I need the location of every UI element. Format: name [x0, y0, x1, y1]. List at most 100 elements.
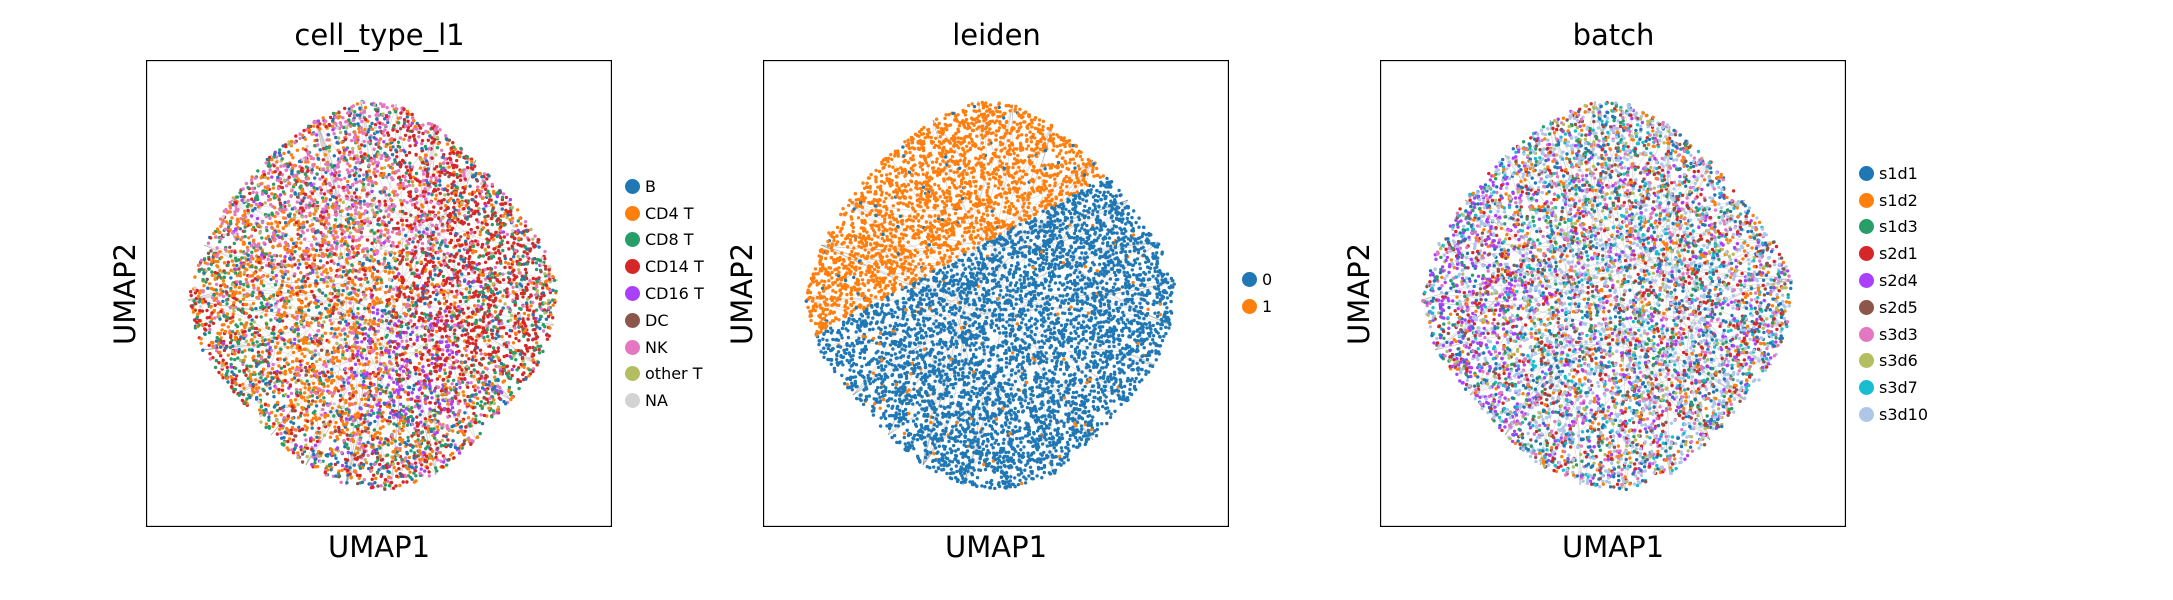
- data-point: [505, 215, 509, 220]
- data-point: [365, 173, 369, 177]
- data-point: [417, 367, 421, 371]
- graph-edge: [230, 199, 350, 466]
- data-point: [286, 164, 290, 169]
- data-point: [368, 318, 372, 322]
- data-point: [427, 470, 431, 474]
- data-point: [319, 348, 324, 352]
- data-point: [354, 177, 358, 181]
- data-point: [228, 200, 232, 205]
- data-point: [506, 341, 511, 345]
- data-point: [313, 349, 318, 353]
- data-point: [339, 480, 343, 484]
- data-point: [423, 417, 428, 421]
- data-point: [415, 178, 419, 183]
- data-point: [322, 360, 327, 364]
- data-point: [210, 260, 214, 264]
- data-point: [231, 319, 235, 323]
- data-point: [366, 345, 370, 349]
- data-point: [410, 296, 414, 300]
- data-point: [345, 427, 349, 432]
- data-point: [244, 333, 248, 338]
- data-point: [504, 208, 508, 212]
- data-point: [340, 410, 344, 414]
- data-point: [338, 198, 342, 202]
- data-point: [464, 370, 468, 374]
- data-point: [246, 342, 251, 347]
- data-point: [287, 431, 291, 436]
- data-point: [406, 168, 410, 173]
- data-point: [375, 351, 379, 356]
- data-point: [461, 430, 465, 434]
- data-point: [323, 306, 328, 311]
- data-point: [275, 160, 279, 164]
- data-point: [466, 210, 471, 215]
- data-point: [522, 311, 527, 316]
- data-point: [363, 105, 368, 110]
- data-point: [466, 271, 471, 276]
- data-point: [364, 461, 369, 465]
- data-point: [253, 228, 257, 232]
- data-point: [316, 156, 320, 161]
- data-point: [230, 381, 234, 385]
- data-point: [499, 202, 503, 206]
- data-point: [328, 198, 332, 202]
- data-point: [251, 356, 255, 360]
- graph-edge: [235, 350, 325, 466]
- data-point: [405, 423, 410, 427]
- data-point: [330, 374, 334, 378]
- data-point: [229, 289, 233, 293]
- data-point: [220, 363, 224, 367]
- data-point: [459, 151, 463, 155]
- data-point: [488, 198, 492, 202]
- data-point: [329, 276, 333, 280]
- data-point: [218, 250, 222, 254]
- data-point: [335, 268, 339, 273]
- data-point: [475, 435, 480, 440]
- data-point: [523, 352, 527, 356]
- data-point: [380, 415, 384, 419]
- data-point: [390, 295, 394, 299]
- data-point: [473, 312, 478, 316]
- data-point: [346, 381, 351, 385]
- data-point: [235, 273, 240, 278]
- data-point: [243, 215, 248, 219]
- data-point: [311, 381, 316, 385]
- data-point: [296, 278, 301, 282]
- data-point: [249, 322, 253, 326]
- data-point: [537, 347, 541, 352]
- data-point: [418, 183, 422, 187]
- data-point: [445, 349, 449, 353]
- data-point: [195, 288, 199, 293]
- data-point: [333, 462, 338, 467]
- data-point: [230, 378, 234, 382]
- data-point: [366, 362, 370, 367]
- data-point: [428, 300, 433, 305]
- data-point: [360, 340, 364, 344]
- data-point: [423, 400, 427, 404]
- data-point: [231, 312, 235, 316]
- data-point: [476, 303, 480, 308]
- data-point: [263, 343, 268, 347]
- data-point: [370, 350, 374, 354]
- data-point: [408, 144, 412, 148]
- data-point: [502, 354, 506, 359]
- data-point: [405, 452, 409, 456]
- data-point: [489, 353, 493, 357]
- data-point: [538, 326, 542, 331]
- data-point: [346, 310, 350, 314]
- data-point: [438, 219, 443, 223]
- data-point: [356, 221, 360, 226]
- data-point: [364, 318, 368, 322]
- data-point: [286, 448, 291, 452]
- data-point: [295, 325, 300, 329]
- data-point: [399, 474, 403, 478]
- data-point: [422, 345, 427, 350]
- data-point: [421, 123, 425, 127]
- data-point: [260, 370, 264, 374]
- data-point: [542, 308, 547, 312]
- data-point: [259, 405, 263, 409]
- data-point: [466, 281, 470, 286]
- data-point: [492, 398, 496, 402]
- data-point: [463, 411, 467, 415]
- data-point: [340, 293, 344, 297]
